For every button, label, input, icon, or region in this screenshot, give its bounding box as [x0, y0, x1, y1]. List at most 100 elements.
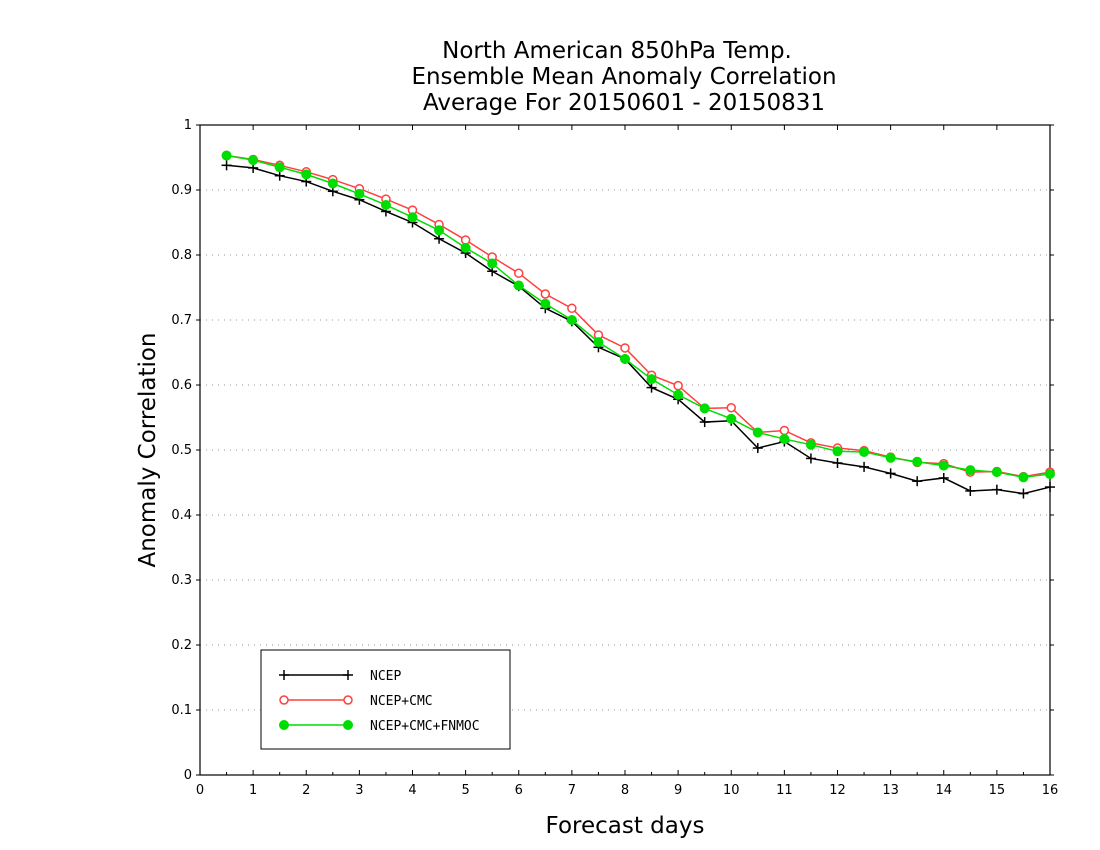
- y-tick-label: 0.3: [171, 573, 192, 588]
- legend-item: NCEP+CMC+FNMOC: [279, 719, 480, 734]
- chart-title-line-3: Average For 20150601 - 20150831: [423, 90, 825, 116]
- series-ncep: [221, 160, 1055, 499]
- data-point: [274, 162, 285, 173]
- data-point: [832, 446, 843, 457]
- x-tick-label: 1: [249, 783, 257, 798]
- data-point: [726, 403, 736, 413]
- x-tick-label: 4: [408, 783, 416, 798]
- data-point: [859, 461, 870, 472]
- data-point: [540, 298, 551, 309]
- data-point: [646, 382, 657, 393]
- data-point: [646, 374, 657, 385]
- data-point: [938, 472, 949, 483]
- data-point: [752, 443, 763, 454]
- data-point: [779, 425, 790, 436]
- data-point: [673, 380, 683, 391]
- x-tick-label: 2: [302, 783, 310, 798]
- data-point: [407, 212, 418, 223]
- legend-label: NCEP+CMC: [370, 694, 433, 709]
- series-line: [226, 154, 1051, 479]
- data-point: [885, 468, 896, 479]
- y-axis-label: Anomaly Correlation: [135, 332, 161, 567]
- data-point: [248, 155, 259, 166]
- series-line: [226, 164, 1051, 495]
- legend-marker: [279, 695, 289, 705]
- y-tick-label: 0.7: [171, 313, 192, 328]
- data-point: [487, 258, 498, 269]
- y-tick-label: 0.4: [171, 508, 192, 523]
- data-point: [859, 446, 870, 457]
- series-ncep-cmc: [221, 150, 1055, 482]
- data-point: [965, 465, 976, 476]
- legend-marker: [343, 720, 353, 730]
- y-tick-label: 0.5: [171, 443, 192, 458]
- data-point: [965, 485, 976, 496]
- data-point: [1045, 482, 1055, 493]
- data-point: [912, 456, 923, 467]
- chart-title-line-1: North American 850hPa Temp.: [442, 38, 792, 64]
- data-point: [567, 303, 577, 314]
- x-tick-label: 11: [776, 783, 793, 798]
- data-point: [327, 178, 338, 189]
- legend-items: NCEP NCEP+CMC NCEP+CMC+FNMOC: [279, 669, 480, 734]
- data-point: [726, 413, 737, 424]
- x-tick-label: 12: [829, 783, 846, 798]
- y-tick-label: 0.8: [171, 248, 192, 263]
- data-point: [885, 452, 896, 463]
- x-tick-label: 10: [723, 783, 740, 798]
- data-point: [805, 439, 816, 450]
- y-tick-label: 0.2: [171, 638, 192, 653]
- data-point: [460, 242, 471, 253]
- data-point: [434, 233, 445, 244]
- data-point: [1018, 488, 1029, 499]
- data-point: [805, 453, 816, 464]
- legend-label: NCEP: [370, 669, 401, 684]
- x-tick-label: 7: [568, 783, 576, 798]
- data-point: [938, 460, 949, 471]
- series-group: [221, 150, 1055, 499]
- x-tick-label: 14: [935, 783, 952, 798]
- series-ncep-cmc-fnmoc: [221, 150, 1055, 483]
- x-axis: 0 1 2 3 4 5 6 7 8 9 10 11 12 13 14 15 16: [196, 125, 1058, 798]
- y-tick-label: 0: [184, 768, 192, 783]
- x-tick-label: 5: [461, 783, 469, 798]
- data-point: [380, 199, 391, 210]
- data-point: [912, 476, 923, 487]
- data-point: [699, 417, 710, 428]
- x-tick-label: 0: [196, 783, 204, 798]
- x-tick-label: 13: [882, 783, 899, 798]
- x-tick-label: 15: [989, 783, 1006, 798]
- legend-marker: [279, 720, 289, 730]
- data-point: [991, 484, 1002, 495]
- series-line: [226, 154, 1051, 478]
- data-point: [301, 169, 312, 180]
- data-point: [752, 427, 763, 438]
- data-point: [1045, 469, 1055, 480]
- x-tick-label: 8: [621, 783, 629, 798]
- data-point: [221, 160, 232, 171]
- y-axis: 0 0.1 0.2 0.3 0.4 0.5 0.6 0.7 0.8 0.9 1: [171, 118, 1054, 783]
- legend-label: NCEP+CMC+FNMOC: [370, 719, 480, 734]
- data-point: [699, 403, 710, 414]
- legend-marker: [343, 695, 353, 705]
- data-point: [354, 188, 365, 199]
- data-point: [514, 268, 524, 278]
- x-axis-label: Forecast days: [546, 813, 705, 839]
- data-point: [779, 433, 790, 444]
- legend-marker: [279, 670, 289, 680]
- data-point: [832, 458, 843, 468]
- data-point: [673, 389, 684, 400]
- x-tick-label: 6: [515, 783, 523, 798]
- grid: [200, 189, 1050, 711]
- data-point: [221, 150, 232, 161]
- data-point: [620, 354, 630, 364]
- data-point: [566, 315, 577, 325]
- data-point: [540, 289, 551, 299]
- data-point: [1018, 472, 1029, 483]
- y-tick-label: 1: [184, 118, 192, 133]
- data-point: [620, 343, 630, 353]
- y-tick-label: 0.6: [171, 378, 192, 393]
- legend-item: NCEP: [279, 669, 401, 684]
- y-tick-label: 0.9: [171, 183, 192, 198]
